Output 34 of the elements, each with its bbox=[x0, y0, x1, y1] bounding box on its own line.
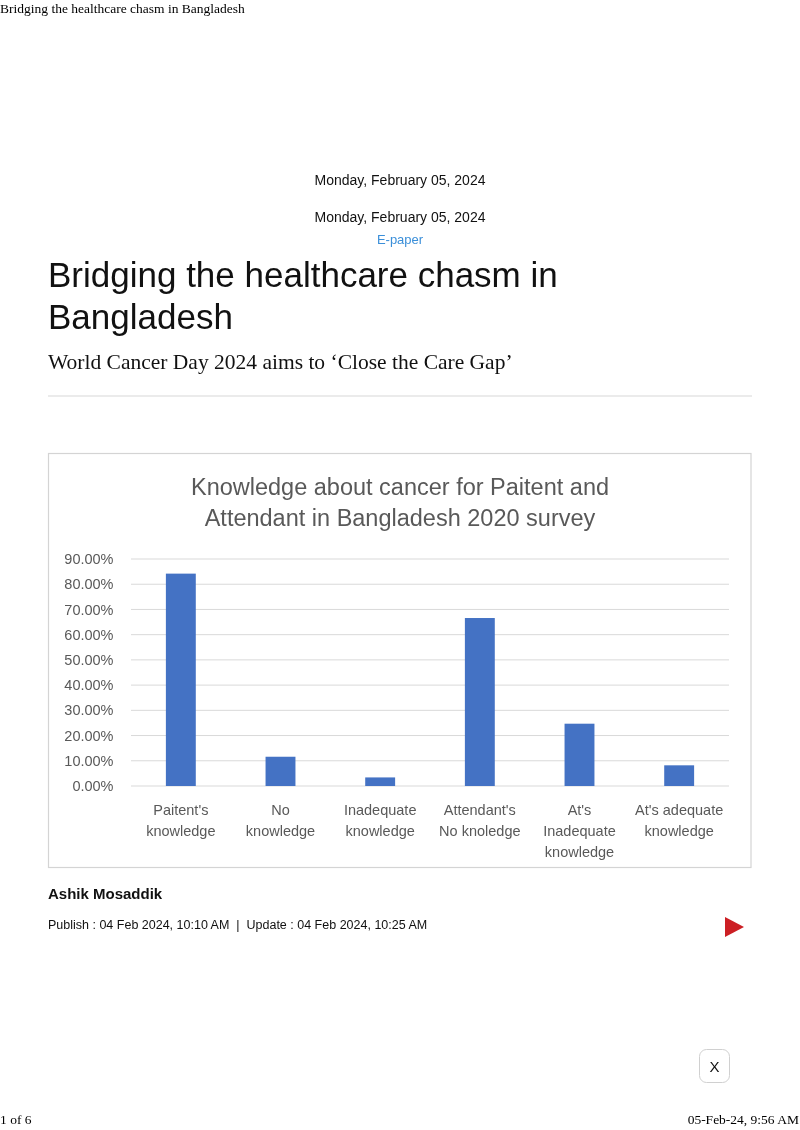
y-tick-label: 80.00% bbox=[64, 576, 114, 593]
x-tick-label: Attendant's No knoledge bbox=[439, 802, 521, 839]
x-tick-label: Paitent's knowledge bbox=[146, 802, 216, 839]
y-tick-label: 60.00% bbox=[64, 626, 114, 643]
text: Monday, February 05, 2024 bbox=[314, 172, 486, 188]
y-tick-label: 40.00% bbox=[64, 677, 114, 694]
x-tick-label: At's adequate knowledge bbox=[635, 802, 724, 839]
text: Ashik Mosaddik bbox=[48, 885, 163, 902]
chart-title: Knowledge about cancer for Paitent and Attendant in Bangladesh 2020 survey bbox=[190, 474, 610, 531]
x-tick-label: At's Inadequate knowledge bbox=[543, 802, 616, 860]
bar bbox=[664, 765, 695, 786]
bar bbox=[165, 573, 196, 786]
text: Publish : 04 Feb 2024, 10:10 AM | Update : 04 Feb 2024, 10:25 AM bbox=[48, 918, 428, 932]
bar bbox=[265, 756, 296, 786]
y-tick-label: 20.00% bbox=[64, 727, 114, 744]
text: E-paper bbox=[376, 232, 424, 247]
y-tick-label: 90.00% bbox=[64, 551, 114, 568]
bar bbox=[464, 618, 495, 786]
bar bbox=[564, 723, 595, 786]
y-tick-label: 0.00% bbox=[72, 778, 114, 795]
text: X bbox=[709, 1058, 720, 1075]
x-tick-label: No knowledge bbox=[245, 802, 316, 839]
text: Bridging the healthcare chasm in Bangladesh bbox=[0, 1, 246, 16]
text: World Cancer Day 2024 aims to ‘Close the Care Gap’ bbox=[48, 350, 513, 374]
y-tick-label: 70.00% bbox=[64, 601, 114, 618]
bar bbox=[365, 777, 396, 786]
y-tick-label: 50.00% bbox=[64, 651, 114, 668]
x-tick-label: Inadequate knowledge bbox=[343, 802, 417, 839]
text: 05-Feb-24, 9:56 AM bbox=[687, 1112, 799, 1127]
y-tick-label: 30.00% bbox=[64, 702, 114, 719]
y-tick-label: 10.00% bbox=[64, 752, 114, 769]
text: Monday, February 05, 2024 bbox=[314, 209, 486, 225]
text: Bridging the healthcare chasm in Bangladesh bbox=[48, 255, 558, 336]
text: 1 of 6 bbox=[0, 1112, 32, 1127]
